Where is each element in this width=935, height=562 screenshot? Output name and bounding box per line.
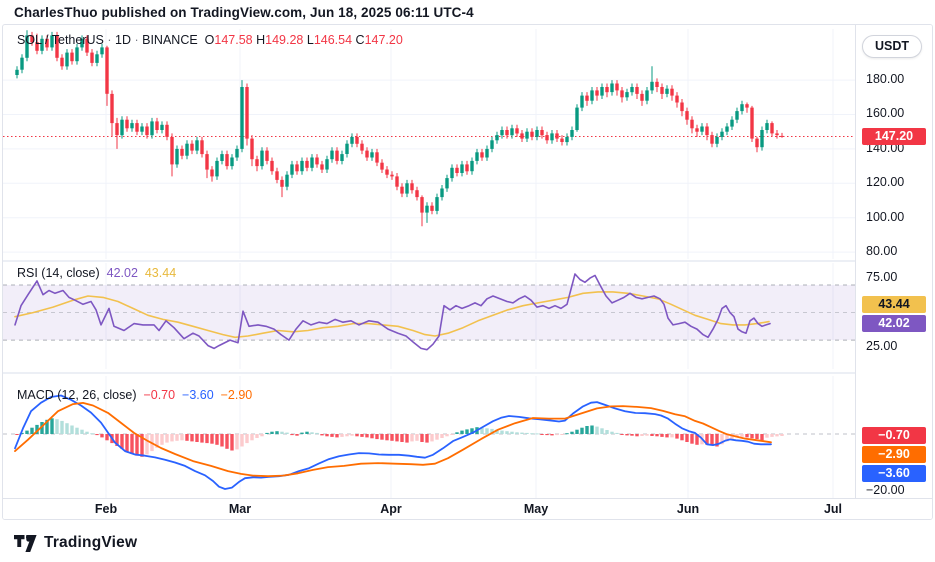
- tradingview-logo-link[interactable]: TradingView: [14, 534, 137, 552]
- month-label-feb: Feb: [94, 502, 118, 516]
- symbol-title: SOL / TetherUS: [17, 33, 104, 47]
- price-legend: SOL / TetherUS · 1D · BINANCE O147.58 H1…: [17, 33, 403, 47]
- ohlc-open: O147.58: [204, 33, 253, 47]
- macd-value-badge: −0.70: [862, 427, 926, 444]
- macd-legend: MACD (12, 26, close) −0.70 −3.60 −2.90: [17, 388, 252, 402]
- exchange-label: BINANCE: [142, 33, 198, 47]
- price-tick-label: 80.00: [866, 244, 898, 258]
- rsi-value: 42.02: [106, 266, 138, 280]
- tradingview-icon: [14, 534, 37, 552]
- rsi-name: RSI (14, close): [17, 266, 100, 280]
- rsi-ma-badge: 43.44: [862, 296, 926, 313]
- tradingview-wordmark: TradingView: [44, 534, 138, 551]
- macd-pane: [3, 376, 855, 498]
- rsi-legend: RSI (14, close) 42.02 43.44: [17, 266, 176, 280]
- macd-line-value: −3.60: [182, 388, 214, 402]
- rsi-tick-label: 75.00: [866, 270, 898, 284]
- macd-value-badge: −2.90: [862, 446, 926, 463]
- pane-separator[interactable]: [3, 372, 932, 374]
- pane-separator[interactable]: [3, 260, 932, 262]
- time-axis[interactable]: Feb Mar Apr May Jun Jul: [3, 498, 932, 519]
- price-tick-label: 100.00: [866, 210, 905, 224]
- macd-chart: [3, 376, 855, 498]
- candlestick-chart: [3, 29, 855, 259]
- month-label-mar: Mar: [228, 502, 252, 516]
- ohlc-close: C147.20: [355, 33, 403, 47]
- macd-hist-value: −0.70: [143, 388, 176, 402]
- last-price-badge: 147.20: [862, 128, 926, 145]
- macd-tick-label: −20.00: [866, 483, 905, 497]
- currency-toggle-button[interactable]: USDT: [861, 35, 922, 58]
- price-pane: [3, 29, 855, 259]
- rsi-tick-label: 25.00: [866, 339, 898, 353]
- macd-name: MACD (12, 26, close): [17, 388, 137, 402]
- rsi-chart: [3, 263, 855, 369]
- interval-label: 1D: [115, 33, 131, 47]
- price-tick-label: 180.00: [866, 72, 905, 86]
- rsi-ma-value: 43.44: [144, 266, 177, 280]
- published-by-line: CharlesThuo published on TradingView.com…: [14, 5, 474, 20]
- ohlc-low: L146.54: [306, 33, 353, 47]
- chart-widget: SOL / TetherUS · 1D · BINANCE O147.58 H1…: [2, 24, 933, 520]
- rsi-value-badge: 42.02: [862, 315, 926, 332]
- month-label-apr: Apr: [380, 502, 402, 516]
- month-label-jul: Jul: [823, 502, 843, 516]
- rsi-pane: [3, 263, 855, 369]
- price-axis[interactable]: USDT 180.00 160.00 140.00 120.00 100.00 80.00…: [855, 25, 932, 498]
- price-tick-label: 160.00: [866, 106, 905, 120]
- month-label-jun: Jun: [676, 502, 700, 516]
- macd-value-badge: −3.60: [862, 465, 926, 482]
- price-tick-label: 120.00: [866, 175, 905, 189]
- ohlc-high: H149.28: [256, 33, 304, 47]
- macd-signal-value: −2.90: [220, 388, 253, 402]
- month-label-may: May: [523, 502, 549, 516]
